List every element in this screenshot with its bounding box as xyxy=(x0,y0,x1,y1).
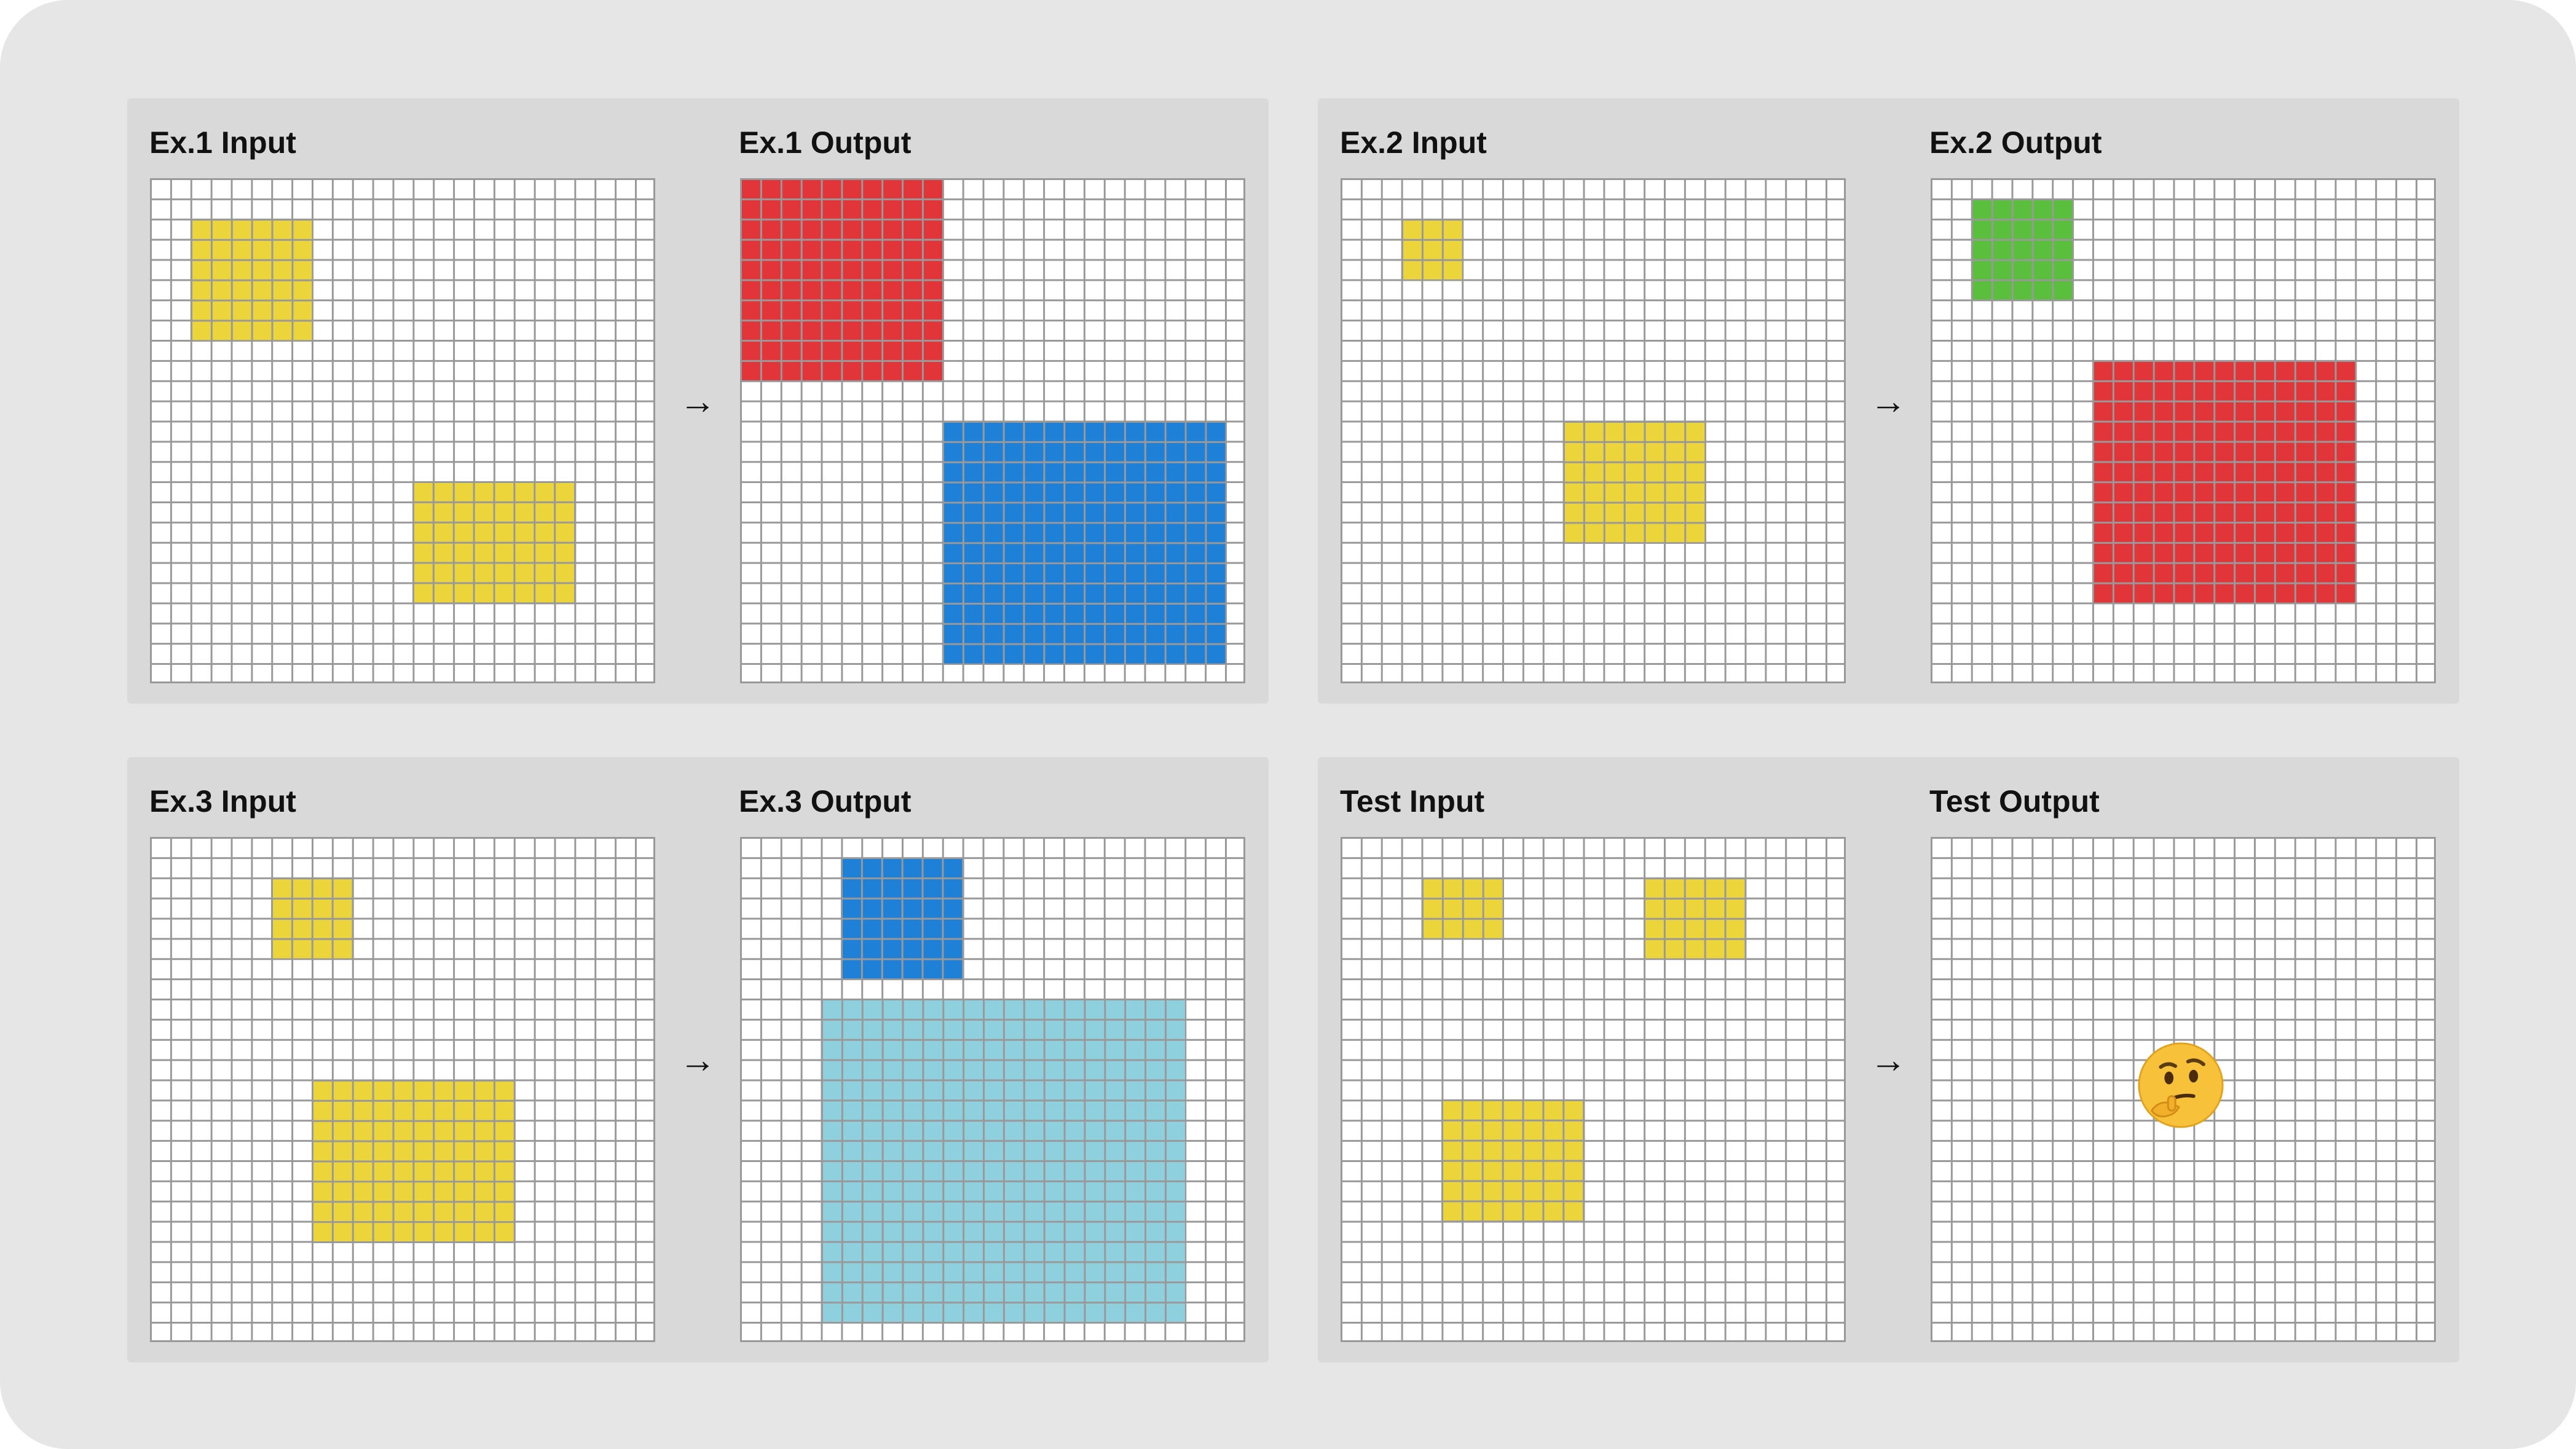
yellow-block xyxy=(271,877,354,960)
test-output-grid xyxy=(1931,837,2436,1342)
example-2-panel: Ex.2 Input Ex.2 Output → xyxy=(1318,98,2459,704)
right-arrow-icon: → xyxy=(1870,380,1907,422)
yellow-block xyxy=(1562,420,1706,544)
ex3-input-title: Ex.3 Input xyxy=(149,784,296,819)
yellow-block xyxy=(190,218,314,342)
ex2-input-title: Ex.2 Input xyxy=(1340,125,1487,160)
ex1-output-grid xyxy=(740,178,1245,683)
red-block xyxy=(740,178,944,382)
thinking-face-icon xyxy=(2138,1042,2224,1128)
test-output-title: Test Output xyxy=(1929,784,2100,819)
ex2-input-grid xyxy=(1341,178,1846,683)
ex1-input-grid xyxy=(150,178,655,683)
example-3-panel: Ex.3 Input Ex.3 Output → xyxy=(127,757,1269,1362)
ex2-output-title: Ex.2 Output xyxy=(1929,125,2102,160)
test-input-grid xyxy=(1341,837,1846,1342)
yellow-block xyxy=(1441,1099,1585,1223)
yellow-block xyxy=(1421,877,1505,940)
blue-block xyxy=(942,420,1227,666)
right-arrow-icon: → xyxy=(679,1039,716,1080)
light_blue-block xyxy=(821,999,1187,1324)
green-block xyxy=(1971,198,2074,302)
right-arrow-icon: → xyxy=(1870,1039,1907,1080)
blue-block xyxy=(841,857,964,981)
ex3-output-title: Ex.3 Output xyxy=(739,784,912,819)
red-block xyxy=(2092,359,2357,605)
ex3-input-grid xyxy=(150,837,655,1342)
yellow-block xyxy=(1401,218,1464,281)
test-input-title: Test Input xyxy=(1340,784,1485,819)
ex1-input-title: Ex.1 Input xyxy=(149,125,296,160)
yellow-block xyxy=(412,481,577,605)
test-panel: Test Input Test Output → xyxy=(1318,757,2459,1362)
example-1-panel: Ex.1 Input Ex.1 Output → xyxy=(127,98,1269,704)
yellow-block xyxy=(312,1079,516,1243)
yellow-block xyxy=(1644,877,1747,960)
ex3-output-grid xyxy=(740,837,1245,1342)
ex1-output-title: Ex.1 Output xyxy=(739,125,912,160)
ex2-output-grid xyxy=(1931,178,2436,683)
right-arrow-icon: → xyxy=(679,380,716,422)
